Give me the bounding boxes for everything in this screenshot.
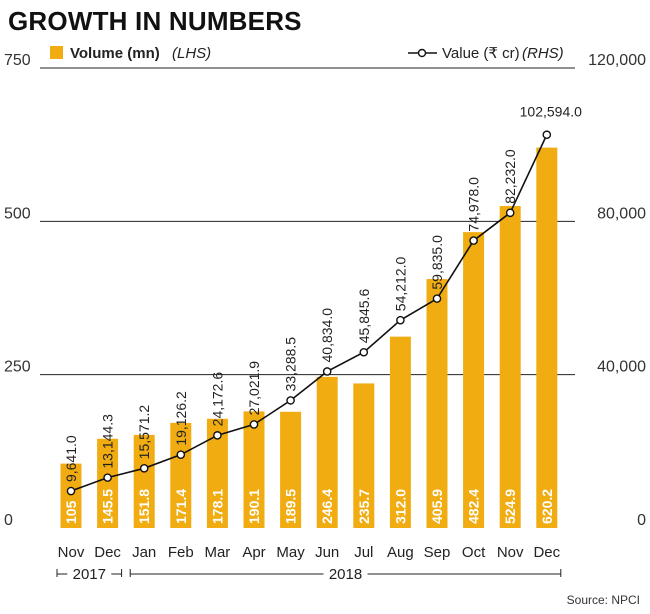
legend-bar-axis-note: (LHS) [172, 45, 211, 62]
line-value-label: 19,126.2 [173, 391, 189, 446]
line-value-label: 40,834.0 [319, 308, 335, 363]
x-tick-label: Mar [204, 544, 230, 561]
bar [133, 434, 155, 528]
legend-line-axis-note: (RHS) [522, 45, 564, 62]
line-point [103, 473, 112, 482]
line-value-label: 45,845.6 [356, 289, 372, 344]
line-point [505, 208, 515, 218]
bar-value-label: 178.1 [209, 489, 225, 524]
y-right-tick-label: 40,000 [597, 359, 646, 376]
bar-value-label: 246.4 [319, 489, 335, 524]
line-value-label: 15,571.2 [136, 405, 152, 460]
bar [426, 279, 448, 528]
x-tick-label: Jul [354, 544, 373, 561]
legend-line-label: Value (₹ cr) [442, 45, 520, 62]
line-point [432, 294, 442, 303]
line-value-label: 102,594.0 [520, 104, 582, 120]
line-value-label: 59,835.0 [429, 235, 445, 290]
line-point [66, 486, 76, 496]
series-line [70, 134, 548, 492]
bar-value-label: 105 [63, 500, 79, 524]
line-point [322, 367, 332, 376]
bar [499, 206, 521, 528]
line-value-label: 9,641.0 [63, 435, 79, 482]
line-value-label: 24,172.6 [209, 372, 225, 427]
x-tick-label: Jun [315, 544, 339, 561]
legend: Volume (mn) (LHS) Value (₹ cr) (RHS) [50, 45, 564, 62]
y-right-tick-label: 0 [637, 512, 646, 529]
bar-value-label: 524.9 [502, 489, 518, 524]
bar-value-label: 151.8 [136, 489, 152, 524]
bar [60, 463, 82, 528]
line-point [469, 236, 478, 245]
line-point [139, 464, 149, 473]
chart-title: GROWTH IN NUMBERS [8, 6, 302, 36]
bar-value-label: 235.7 [356, 489, 372, 524]
legend-bar-swatch [50, 46, 63, 59]
y-axis-left: 0 250 500 750 [4, 52, 31, 529]
line-value-label: 74,978.0 [466, 177, 482, 232]
line-point [213, 431, 222, 440]
bar [280, 411, 302, 528]
y-left-tick-label: 0 [4, 512, 13, 529]
x-tick-label: Jan [132, 544, 156, 561]
bar [536, 147, 558, 529]
y-left-tick-label: 250 [4, 359, 31, 376]
x-tick-label: Sep [424, 544, 451, 561]
bar [316, 376, 338, 528]
bar-value-label: 405.9 [429, 489, 445, 524]
line-point [542, 130, 552, 140]
x-tick-label: Nov [58, 544, 85, 561]
bar-value-label: 312.0 [392, 489, 408, 524]
line-value-label: 13,144.3 [100, 414, 116, 469]
line-value-label: 54,212.0 [392, 256, 408, 311]
x-tick-label: May [276, 544, 305, 561]
line-point [396, 315, 405, 325]
line-point [286, 396, 295, 405]
y-right-tick-label: 120,000 [588, 52, 646, 69]
gridlines [40, 67, 575, 376]
x-tick-label: Feb [168, 544, 194, 561]
bar-value-label: 620.2 [539, 489, 555, 524]
x-tick-label: Aug [387, 544, 414, 561]
legend-bar-label: Volume (mn) [70, 45, 160, 62]
line-point [249, 420, 259, 429]
bar-value-label: 145.5 [100, 489, 116, 524]
bar-value-label: 189.5 [283, 489, 299, 524]
bar [170, 422, 192, 528]
legend-line-marker [417, 48, 427, 58]
year-groups: 2017 2018 [56, 566, 562, 583]
x-tick-label: Apr [242, 544, 265, 561]
bar-value-label: 171.4 [173, 489, 189, 524]
y-left-tick-label: 500 [4, 205, 31, 222]
bar-series: 105 145.5 151.8 171.4 178.1 190.1 189.5 246.4 23… [60, 147, 558, 529]
x-tick-label: Dec [533, 544, 560, 561]
line-series: 9,641.0 13,144.3 15,571.2 19,126.2 24,172.6 2… [63, 104, 582, 496]
bar-value-label: 482.4 [466, 489, 482, 524]
line-value-label: 82,232.0 [502, 149, 518, 204]
line-value-label: 27,021.9 [246, 361, 262, 416]
x-tick-label: Dec [94, 544, 121, 561]
y-right-tick-label: 80,000 [597, 205, 646, 222]
bar [206, 418, 228, 528]
bar [389, 336, 411, 528]
source-note: Source: NPCI [567, 593, 640, 607]
bar [243, 411, 265, 528]
year-label: 2018 [329, 566, 362, 583]
line-point [359, 347, 369, 357]
bar [463, 232, 485, 529]
year-label: 2017 [73, 566, 106, 583]
y-axis-right: 0 40,000 80,000 120,000 [588, 52, 646, 529]
x-tick-label: Nov [497, 544, 524, 561]
line-value-label: 33,288.5 [283, 337, 299, 392]
x-axis: Nov Dec Jan Feb Mar Apr May Jun Jul Aug Sep Oct Nov D… [58, 544, 561, 561]
y-left-tick-label: 750 [4, 52, 31, 69]
bar [97, 438, 119, 528]
x-tick-label: Oct [462, 544, 486, 561]
line-point [176, 450, 186, 459]
bar-value-label: 190.1 [246, 489, 262, 524]
bar [353, 383, 375, 528]
